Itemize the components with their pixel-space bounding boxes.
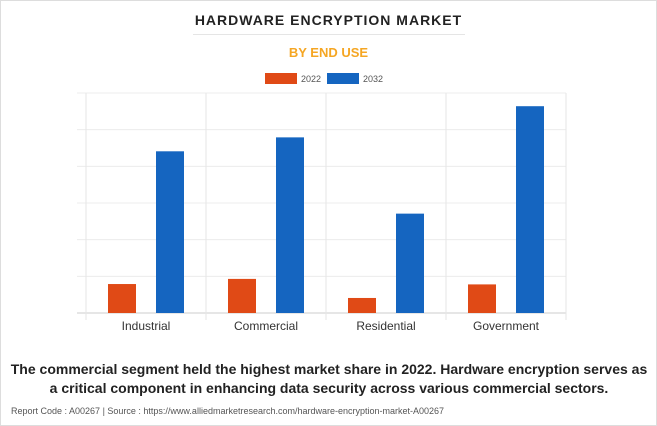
bar-2032-residential: [396, 213, 424, 313]
bar-2032-commercial: [276, 137, 304, 313]
bar-2022-residential: [348, 297, 376, 313]
report-footer: Report Code : A00267 | Source : https://…: [11, 406, 445, 416]
chart-caption: The commercial segment held the highest …: [10, 361, 648, 396]
legend-swatch-2022: [265, 73, 297, 84]
bar-2032-government: [516, 106, 544, 313]
bar-2022-commercial: [228, 278, 256, 313]
x-tick-label: Residential: [356, 319, 415, 333]
bar-2022-government: [468, 284, 496, 313]
bar-2022-industrial: [108, 284, 136, 313]
chart-subtitle: BY END USE: [288, 45, 369, 60]
bar-chart: Industrial Commercial Residential Governmen…: [77, 73, 567, 333]
x-tick-label: Industrial: [122, 319, 171, 333]
legend-swatch-2032: [327, 73, 359, 84]
x-tick-label: Commercial: [234, 319, 298, 333]
title-divider: [193, 34, 465, 35]
chart-title: HARDWARE ENCRYPTION MARKET: [194, 12, 463, 28]
x-tick-label: Government: [473, 319, 540, 333]
legend-label-2032: 2032: [363, 74, 383, 84]
legend-label-2022: 2022: [301, 74, 321, 84]
bar-2032-industrial: [156, 151, 184, 313]
